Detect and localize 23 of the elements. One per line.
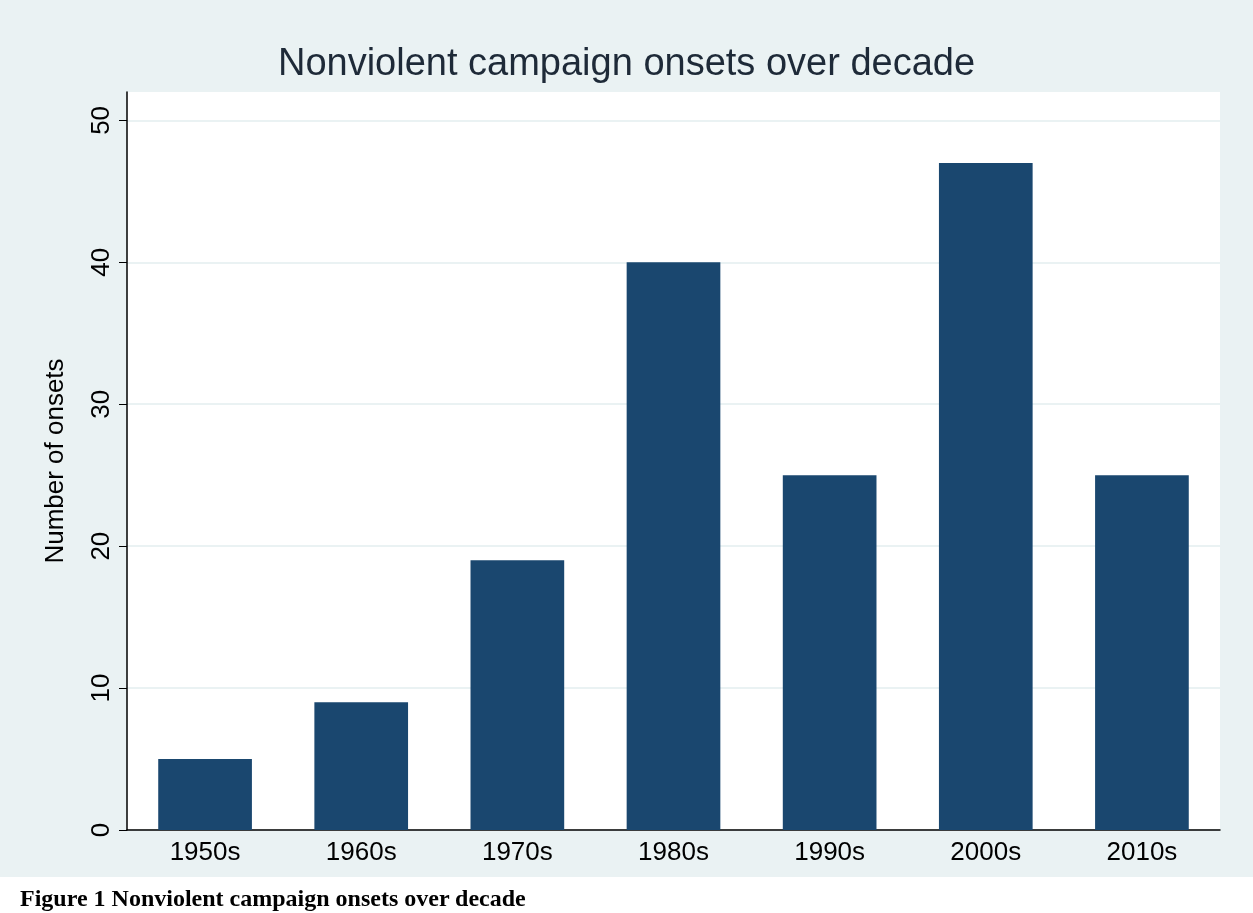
y-tick-label: 10 xyxy=(85,673,115,703)
bar xyxy=(470,560,565,830)
y-tick-label: 20 xyxy=(85,531,115,561)
x-tick-label: 1950s xyxy=(169,836,241,866)
bar xyxy=(782,475,877,830)
x-tick-label: 1990s xyxy=(794,836,866,866)
y-tick-label: 50 xyxy=(85,105,115,135)
x-tick-label: 1980s xyxy=(638,836,709,866)
bar xyxy=(158,759,252,830)
caption: Figure 1 Nonviolent campaign onsets over decade xyxy=(19,884,527,912)
bar xyxy=(314,702,409,830)
y-tick-label: 30 xyxy=(85,389,115,419)
x-tick-label: 2010s xyxy=(1106,836,1178,866)
x-tick-label: 1970s xyxy=(481,836,553,866)
bar xyxy=(626,262,721,830)
bar xyxy=(938,162,1033,830)
bar xyxy=(1095,475,1189,830)
y-axis-title: Number of onsets xyxy=(39,358,69,564)
y-tick-label: 40 xyxy=(85,247,115,277)
x-tick-label: 2000s xyxy=(950,836,1022,866)
x-tick-label: 1960s xyxy=(325,836,397,866)
y-tick-label: 0 xyxy=(85,822,115,838)
chart-title: Nonviolent campaign onsets over decade xyxy=(277,41,976,83)
